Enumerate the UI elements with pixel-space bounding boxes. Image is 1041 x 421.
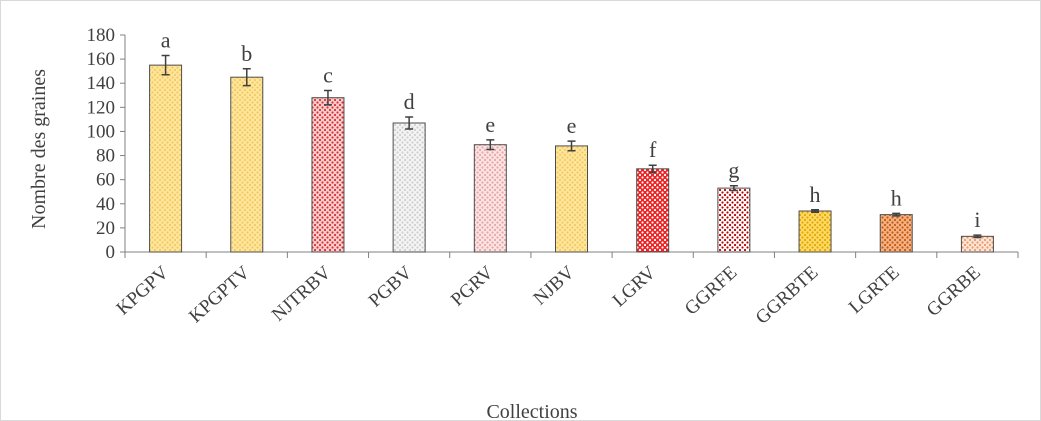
y-tick-label: 20 bbox=[96, 218, 115, 239]
x-tick-label: LGRV bbox=[609, 262, 661, 311]
error-bar bbox=[729, 184, 738, 192]
bars: a b c d e e f g h h i bbox=[149, 27, 994, 253]
error-bar bbox=[811, 209, 820, 213]
significance-letter: h bbox=[810, 182, 821, 207]
x-tick-label: KPGPV bbox=[113, 262, 174, 319]
error-bar bbox=[323, 89, 332, 106]
error-bar bbox=[405, 116, 414, 130]
axes: 0 20 40 60 80 100 120 140 160 180 KPGPV KPGPTV NJTRB… bbox=[87, 25, 1019, 329]
bar-ggrbe bbox=[960, 235, 994, 253]
bar-lgrv bbox=[636, 168, 670, 253]
error-bar bbox=[242, 68, 251, 87]
significance-letter: i bbox=[974, 207, 980, 232]
y-tick-label: 60 bbox=[96, 170, 115, 191]
bar-njtrbv bbox=[311, 97, 345, 253]
bar-ggrfe bbox=[717, 187, 751, 253]
y-tick-label: 180 bbox=[87, 25, 116, 46]
error-bar bbox=[161, 54, 170, 76]
x-tick-label: LGRTE bbox=[845, 262, 904, 318]
error-bar bbox=[648, 164, 657, 174]
error-bar bbox=[973, 234, 982, 239]
x-tick-label: NJBV bbox=[529, 262, 579, 310]
y-tick-label: 0 bbox=[106, 242, 116, 263]
significance-letter: d bbox=[404, 89, 415, 114]
error-bar bbox=[486, 139, 495, 151]
bar-pgbv bbox=[392, 122, 426, 253]
y-tick-label: 140 bbox=[87, 73, 116, 94]
bar-kpgptv bbox=[230, 76, 264, 253]
significance-letter: f bbox=[649, 137, 657, 162]
significance-letter: c bbox=[323, 62, 333, 87]
x-tick-label: GGRBTE bbox=[752, 262, 823, 328]
x-tick-label: GGRBE bbox=[923, 262, 985, 321]
bar-lgrte bbox=[879, 214, 913, 253]
bar-njbv bbox=[555, 145, 588, 253]
x-axis-title: Collections bbox=[486, 401, 577, 420]
significance-letter: g bbox=[728, 158, 739, 183]
y-tick-label: 80 bbox=[96, 146, 115, 167]
x-tick-label: GGRFE bbox=[681, 262, 741, 319]
bar-kpgpv bbox=[149, 64, 183, 253]
y-tick-label: 160 bbox=[87, 49, 116, 70]
x-tick-label: PGRV bbox=[447, 262, 498, 311]
x-tick-label: PGBV bbox=[365, 262, 417, 312]
error-bar bbox=[567, 140, 576, 152]
y-tick-label: 100 bbox=[87, 121, 116, 142]
y-tick-label: 40 bbox=[96, 194, 115, 215]
y-tick-label: 120 bbox=[87, 97, 116, 118]
bar-ggrbte bbox=[798, 210, 832, 253]
significance-letter: b bbox=[241, 41, 252, 66]
bar-pgrv bbox=[473, 144, 507, 253]
significance-letter: h bbox=[891, 185, 902, 210]
significance-letter: a bbox=[161, 27, 171, 52]
significance-letter: e bbox=[567, 113, 577, 138]
significance-letter: e bbox=[485, 112, 495, 137]
x-tick-label: KPGPTV bbox=[185, 262, 254, 327]
x-tick-label: NJTRBV bbox=[268, 262, 336, 326]
y-axis-title: Nombre des graines bbox=[28, 69, 50, 229]
error-bar bbox=[892, 212, 901, 217]
